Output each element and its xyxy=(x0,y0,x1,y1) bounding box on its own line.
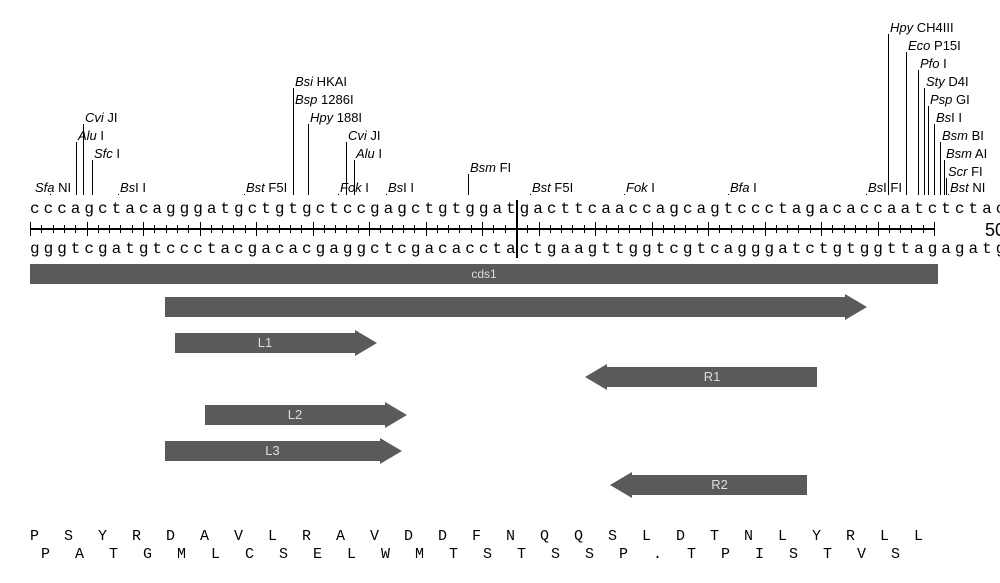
enzyme-tick xyxy=(92,160,93,195)
ruler: 500 xyxy=(30,220,970,238)
enzyme-label: BsI I xyxy=(120,180,146,195)
sequence-map: Hpy CH4III Eco P15I Pfo I Sty D4I Psp GI Bsi … xyxy=(30,20,970,563)
enzyme-sites-area: Hpy CH4III Eco P15I Pfo I Sty D4I Psp GI Bsi … xyxy=(30,20,970,195)
enzyme-label: Bst F5I xyxy=(532,180,573,195)
feature-arrow-R2: R2 xyxy=(610,472,807,498)
enzyme-label: Hpy 188I xyxy=(310,110,362,125)
enzyme-tick xyxy=(946,178,947,195)
enzyme-label: Eco P15I xyxy=(908,38,961,53)
enzyme-label: Psp GI xyxy=(930,92,970,107)
position-label: 500 xyxy=(985,220,1000,241)
enzyme-tick xyxy=(928,106,929,195)
enzyme-label: Sfc I xyxy=(94,146,120,161)
aa-frame-2: PATGMLCSELWMTSTSSP.TPISTVS xyxy=(30,546,970,564)
enzyme-tick xyxy=(118,194,119,195)
enzyme-label: Sfa NI xyxy=(35,180,71,195)
enzyme-label: Bfa I xyxy=(730,180,757,195)
enzyme-tick xyxy=(530,194,531,195)
enzyme-label: BsI FI xyxy=(868,180,902,195)
enzyme-label: Bsp 1286I xyxy=(295,92,354,107)
feature-arrow-L2: L2 xyxy=(205,402,407,428)
enzyme-label: Alu I xyxy=(356,146,382,161)
enzyme-tick xyxy=(624,194,625,195)
features-area: cds1 L1 R1 L2 L3 R2 xyxy=(30,264,970,524)
cds-bar: cds1 xyxy=(30,264,938,284)
sequence-bottom-strand: gggtcgatgtccctacgacacgaggctcgacacctactga… xyxy=(30,240,970,258)
enzyme-tick xyxy=(50,194,51,195)
feature-arrow-R1: R1 xyxy=(585,364,817,390)
enzyme-label: BsI I xyxy=(936,110,962,125)
feature-arrow-long xyxy=(165,294,867,320)
enzyme-tick xyxy=(244,194,245,195)
enzyme-tick xyxy=(76,142,77,195)
enzyme-tick xyxy=(906,52,907,195)
feature-arrow-L3: L3 xyxy=(165,438,402,464)
enzyme-tick xyxy=(728,194,729,195)
enzyme-tick xyxy=(934,124,935,195)
enzyme-label: Fok I xyxy=(626,180,655,195)
enzyme-label: Bst F5I xyxy=(246,180,287,195)
enzyme-label: Cvi JI xyxy=(85,110,118,125)
enzyme-tick xyxy=(866,194,867,195)
enzyme-tick xyxy=(293,106,294,195)
enzyme-tick xyxy=(308,124,309,195)
enzyme-tick xyxy=(918,70,919,195)
enzyme-tick xyxy=(940,142,941,195)
enzyme-tick xyxy=(468,174,469,195)
enzyme-label: Bsm FI xyxy=(470,160,511,175)
feature-arrow-L1: L1 xyxy=(175,330,377,356)
enzyme-label: Sty D4I xyxy=(926,74,969,89)
enzyme-tick xyxy=(888,34,889,195)
enzyme-label: Bsm AI xyxy=(946,146,987,161)
sequence-top-strand: cccagctacagggatgctgtgctccgagctgtggatgact… xyxy=(30,200,970,218)
enzyme-tick xyxy=(944,160,945,195)
enzyme-label: Alu I xyxy=(78,128,104,143)
enzyme-tick xyxy=(948,194,949,195)
enzyme-tick xyxy=(386,194,387,195)
enzyme-label: Pfo I xyxy=(920,56,947,71)
aa-frame-1: PSYRDAVLRAVDDFNQQSLDTNLYRLL xyxy=(30,528,970,546)
enzyme-tick xyxy=(338,194,339,195)
enzyme-label: Bsi HKAI xyxy=(295,74,347,89)
enzyme-label: Bsm BI xyxy=(942,128,984,143)
enzyme-tick xyxy=(924,88,925,195)
enzyme-label: Scr FI xyxy=(948,164,983,179)
enzyme-label: BsI I xyxy=(388,180,414,195)
translation-area: PSYRDAVLRAVDDFNQQSLDTNLYRLL PATGMLCSELWM… xyxy=(30,528,970,564)
enzyme-label: Cvi JI xyxy=(348,128,381,143)
sequence-area: cccagctacagggatgctgtgctccgagctgtggatgact… xyxy=(30,200,970,258)
enzyme-label: Hpy CH4III xyxy=(890,20,954,35)
enzyme-label: Fok I xyxy=(340,180,369,195)
enzyme-label: Bst NI xyxy=(950,180,985,195)
